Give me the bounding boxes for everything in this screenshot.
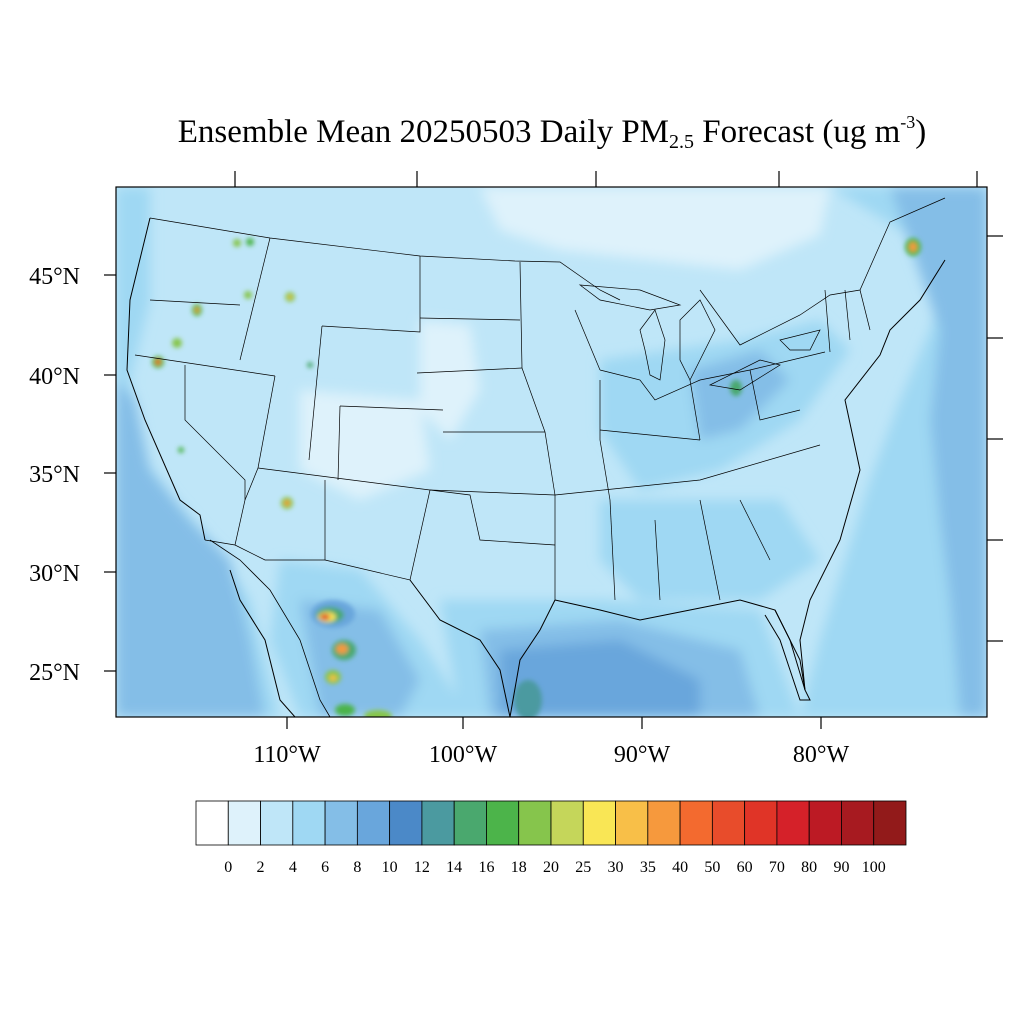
colorbar-box-0 (195, 800, 229, 846)
colorbar-box-19 (808, 800, 842, 846)
colorbar-box-2 (260, 800, 294, 846)
colorbar-label-12: 12 (414, 859, 430, 876)
colorbar-label-100: 100 (862, 859, 886, 876)
colorbar-label-6: 6 (321, 859, 329, 876)
colorbar-label-18: 18 (511, 859, 527, 876)
lon-label-100w: 100°W (429, 742, 498, 768)
colorbar-box-5 (356, 800, 391, 846)
colorbar-label-16: 16 (478, 859, 494, 876)
lat-label-25: 25°N (29, 660, 80, 686)
colorbar-label-60: 60 (737, 859, 753, 876)
colorbar-label-40: 40 (672, 859, 688, 876)
colorbar-label-70: 70 (769, 859, 785, 876)
colorbar-label-25: 25 (575, 859, 591, 876)
axis-ticks (104, 171, 1003, 729)
colorbar-label-14: 14 (446, 859, 462, 876)
colorbar-label-2: 2 (257, 859, 265, 876)
lon-label-110w: 110°W (253, 742, 321, 768)
lat-label-35: 35°N (29, 462, 80, 488)
colorbar-box-15 (679, 800, 713, 846)
colorbar-box-9 (486, 800, 520, 846)
colorbar-label-0: 0 (224, 859, 232, 876)
colorbar-box-10 (518, 800, 552, 846)
colorbar-box-18 (776, 800, 810, 846)
colorbar-label-90: 90 (833, 859, 849, 876)
colorbar-box-8 (453, 800, 487, 846)
colorbar-box-16 (711, 800, 746, 846)
colorbar-box-11 (550, 800, 584, 846)
lat-label-30: 30°N (29, 561, 80, 587)
colorbar: 0 2 4 6 8 10 12 14 16 18 20 25 30 35 40 50 60 70 80 90 100 (195, 800, 907, 876)
colorbar-box-4 (324, 800, 358, 846)
colorbar-box-13 (615, 800, 649, 846)
lat-label-45: 45°N (29, 264, 80, 290)
colorbar-box-7 (421, 800, 455, 846)
lon-label-80w: 80°W (793, 742, 850, 768)
map-title: Ensemble Mean 20250503 Daily PM2.5 Forec… (177, 112, 927, 153)
colorbar-box-3 (292, 800, 326, 846)
colorbar-box-6 (389, 800, 423, 846)
colorbar-box-17 (744, 800, 778, 846)
colorbar-label-35: 35 (640, 859, 656, 876)
colorbar-box-1 (227, 800, 261, 846)
colorbar-label-10: 10 (382, 859, 398, 876)
colorbar-label-4: 4 (289, 859, 297, 876)
colorbar-label-20: 20 (543, 859, 559, 876)
colorbar-label-50: 50 (704, 859, 720, 876)
map-frame (115, 186, 988, 718)
colorbar-box-14 (647, 800, 681, 846)
colorbar-box-21 (873, 800, 907, 846)
lat-label-40: 40°N (29, 364, 80, 390)
lon-label-90w: 90°W (614, 742, 671, 768)
colorbar-label-8: 8 (353, 859, 361, 876)
colorbar-box-12 (582, 800, 616, 846)
colorbar-box-20 (841, 800, 875, 846)
state-boundaries (126, 197, 946, 717)
colorbar-label-80: 80 (801, 859, 817, 876)
colorbar-label-30: 30 (608, 859, 624, 876)
